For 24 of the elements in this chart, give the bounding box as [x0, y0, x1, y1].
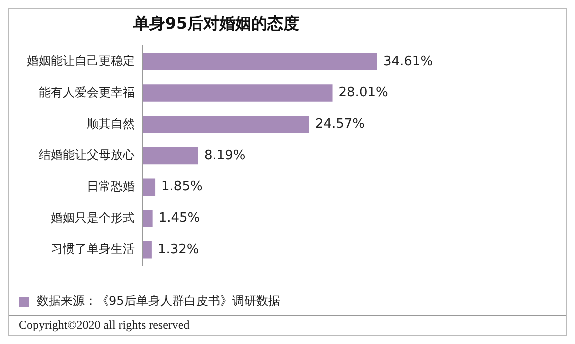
data-label: 1.32%: [158, 242, 200, 258]
y-tick-label: 婚姻只是个形式: [51, 210, 135, 225]
bar: [143, 210, 153, 228]
y-tick-label: 习惯了单身生活: [51, 242, 135, 256]
data-label: 1.85%: [162, 180, 203, 195]
y-tick-label: 日常恐婚: [87, 179, 135, 194]
bar: [143, 241, 152, 259]
source-note: 数据来源：《95后单身人群白皮书》调研数据: [37, 293, 280, 310]
chart-title: 单身95后对婚姻的态度: [132, 14, 300, 33]
bar: [143, 84, 333, 102]
bar: [143, 53, 378, 71]
data-label: 1.45%: [158, 211, 200, 226]
data-label: 28.01%: [338, 86, 388, 101]
y-tick-label: 能有人爱会更幸福: [39, 85, 135, 100]
data-label: 34.61%: [383, 54, 434, 70]
bar: [143, 147, 198, 165]
data-label: 8.19%: [204, 148, 246, 164]
y-tick-label: 婚姻能让自己更稳定: [27, 54, 135, 68]
bar: [143, 178, 156, 196]
y-tick-label: 结婚能让父母放心: [39, 148, 135, 162]
y-tick-label: 顺其自然: [87, 116, 135, 131]
text: Copyright©2020 all rights reserved: [19, 318, 190, 332]
bar: [143, 116, 310, 134]
data-label: 24.57%: [315, 117, 366, 132]
